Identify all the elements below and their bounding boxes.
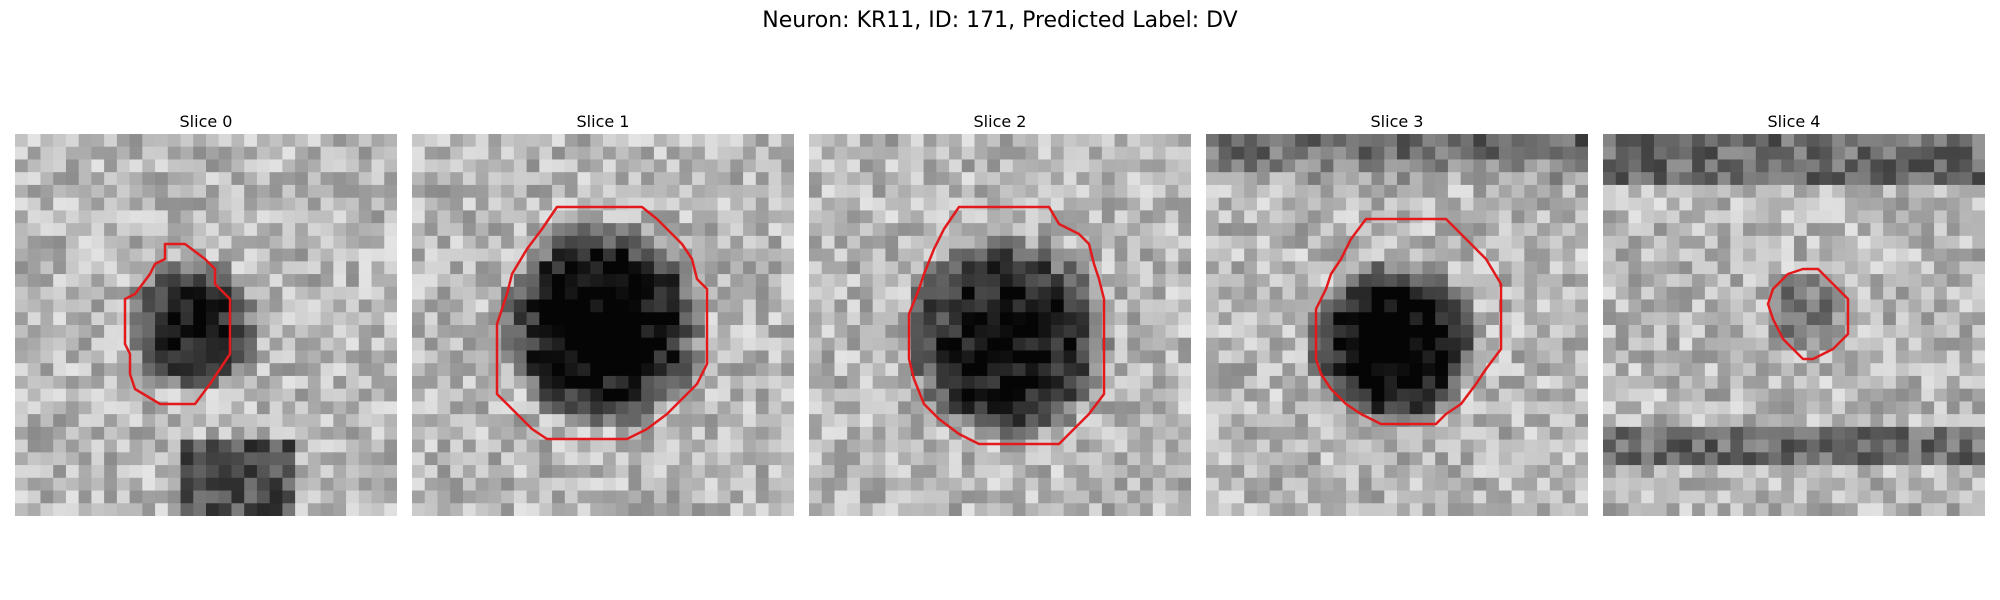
microscopy-texture — [15, 134, 397, 516]
slice-panel-1: Slice 1 — [412, 110, 794, 516]
slice-image — [1206, 134, 1588, 516]
slice-image — [809, 134, 1191, 516]
slice-image — [1603, 134, 1985, 516]
microscopy-texture — [1206, 134, 1588, 516]
slice-image — [412, 134, 794, 516]
slice-title: Slice 2 — [973, 112, 1027, 131]
slice-panel-3: Slice 3 — [1206, 110, 1588, 516]
microscopy-texture — [809, 134, 1191, 516]
slice-title: Slice 1 — [576, 112, 630, 131]
slice-panel-4: Slice 4 — [1603, 110, 1985, 516]
roi-contour — [123, 242, 232, 406]
roi-contour — [1766, 267, 1850, 361]
slice-panel-2: Slice 2 — [809, 110, 1191, 516]
microscopy-texture — [1603, 134, 1985, 516]
slice-title: Slice 0 — [179, 112, 233, 131]
roi-contour — [1314, 217, 1503, 426]
figure-title: Neuron: KR11, ID: 171, Predicted Label: … — [762, 8, 1238, 33]
roi-contour — [495, 205, 709, 441]
slice-title: Slice 3 — [1370, 112, 1424, 131]
slice-image — [15, 134, 397, 516]
microscopy-texture — [412, 134, 794, 516]
slice-panel-0: Slice 0 — [15, 110, 397, 516]
roi-contour — [907, 205, 1106, 446]
slice-title: Slice 4 — [1767, 112, 1821, 131]
